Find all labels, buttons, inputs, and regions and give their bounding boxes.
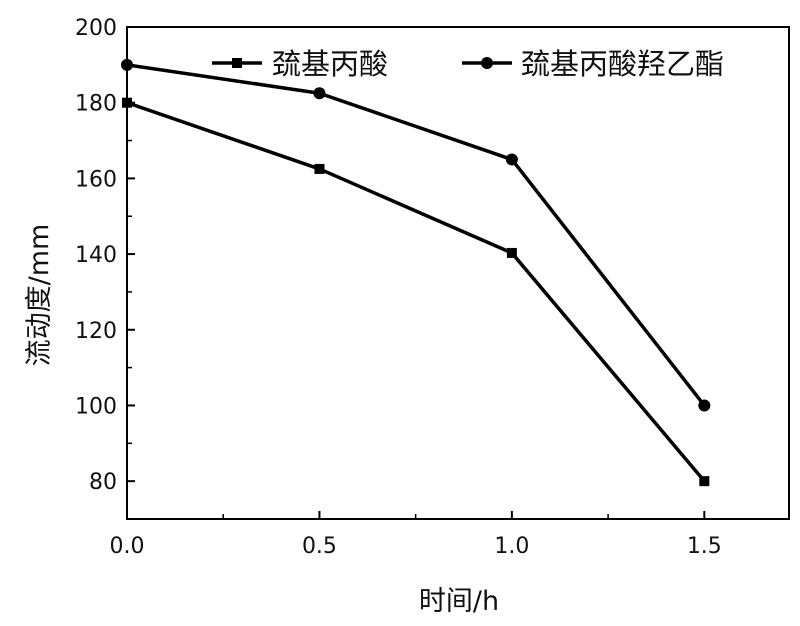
x-tick-label: 0.5 (302, 534, 337, 559)
series-line-2 (126, 63, 706, 407)
data-point-circle (313, 87, 326, 100)
legend-label-2: 巯基丙酸羟乙酯 (521, 47, 724, 81)
y-tick-label: 180 (75, 92, 117, 117)
x-tick-label: 1.0 (494, 534, 529, 559)
x-tick-label: 0.0 (110, 534, 145, 559)
data-point-circle (505, 153, 518, 166)
y-tick-label: 120 (75, 319, 117, 344)
data-point-square (314, 163, 325, 174)
data-point-square (506, 247, 517, 258)
legend-label-1: 巯基丙酸 (272, 47, 388, 81)
plot-frame (126, 26, 790, 520)
y-axis-title: 流动度/mm (24, 224, 55, 367)
x-axis-ticks: 0.0 0.5 1.0 1.5 (110, 511, 722, 559)
x-axis-title: 时间/h (419, 586, 499, 617)
legend-marker-2-circle (481, 57, 493, 69)
y-tick-label: 160 (75, 167, 117, 192)
y-tick-label: 100 (75, 394, 117, 419)
y-axis-ticks: 80 100 120 140 160 180 200 (75, 16, 135, 520)
series-layer (121, 58, 711, 487)
data-point-square (122, 97, 132, 108)
y-tick-label: 140 (75, 243, 117, 268)
legend: 巯基丙酸 巯基丙酸羟乙酯 (212, 47, 724, 81)
legend-marker-1-square (232, 58, 242, 68)
data-point-square (699, 476, 710, 487)
x-tick-label: 1.5 (687, 534, 722, 559)
y-tick-label: 200 (75, 16, 117, 41)
data-point-circle (121, 58, 133, 71)
series-line-1 (126, 101, 706, 483)
data-point-circle (698, 399, 711, 412)
y-tick-label: 80 (89, 470, 117, 495)
